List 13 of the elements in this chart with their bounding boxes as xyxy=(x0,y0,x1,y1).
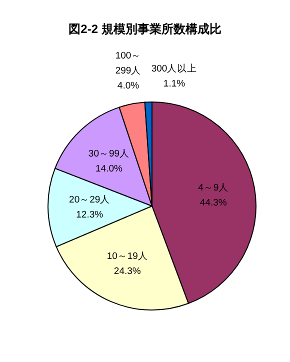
slice-label: 30～99人 xyxy=(88,148,130,160)
slice-label: 20～29人 xyxy=(69,194,110,206)
data-label: 12.3% xyxy=(76,209,104,220)
data-label: 24.3% xyxy=(114,266,142,277)
slice-label: 300人以上 xyxy=(151,62,198,74)
data-label: 1.1% xyxy=(163,78,186,90)
slice-label: 10～19人 xyxy=(106,250,148,262)
slice-label: 100～299人 xyxy=(115,50,142,77)
chart-title: 図2-2 規模別事業所数構成比 xyxy=(68,22,222,36)
data-label: 4.0% xyxy=(117,80,140,92)
data-label: 44.3% xyxy=(200,197,228,208)
slice-label: 4～9人 xyxy=(198,182,229,194)
data-label: 14.0% xyxy=(96,163,124,174)
